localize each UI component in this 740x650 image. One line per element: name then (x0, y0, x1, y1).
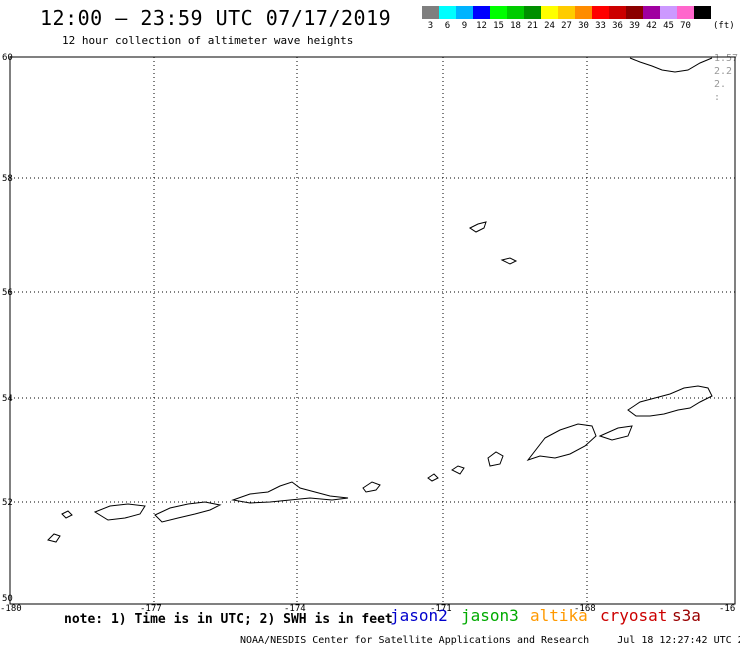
legend-label: 15 (493, 21, 504, 31)
island-shape (500, 257, 518, 265)
mainland-coast (629, 57, 713, 73)
legend-label: 45 (663, 21, 674, 31)
legend-swatch (592, 6, 609, 19)
lon-tick-label: -168 (574, 604, 596, 614)
edge-value: 1.57 (714, 53, 739, 64)
timestamp-text: Jul 18 12:27:42 UTC 2019 (617, 635, 740, 646)
island-shape (469, 221, 487, 233)
legend-label: 9 (461, 21, 468, 31)
legend-swatch (524, 6, 541, 19)
legend-swatch (439, 6, 456, 19)
island-shape (487, 451, 504, 467)
legend-label: 18 (510, 21, 521, 31)
legend-label: 12 (476, 21, 487, 31)
lat-tick-label: 50 (2, 594, 13, 604)
island-shape (47, 533, 61, 543)
island-shape (93, 503, 146, 521)
map-frame (9, 56, 736, 605)
lon-tick-label: -174 (284, 604, 306, 614)
island-shape (154, 501, 222, 523)
credit-text: NOAA/NESDIS Center for Satellite Applica… (240, 635, 590, 646)
island-shape (627, 385, 713, 417)
satellite-label-cryosat: cryosat (600, 606, 668, 625)
lat-tick-label: 52 (2, 498, 13, 508)
island-shape (598, 425, 633, 441)
legend-label: 39 (629, 21, 640, 31)
legend-swatch (558, 6, 575, 19)
lon-tick-label: -177 (140, 604, 162, 614)
island-shape (362, 481, 381, 493)
edge-value: : (714, 92, 721, 103)
legend-swatch (643, 6, 660, 19)
island-shape (61, 510, 73, 519)
legend-label: 24 (544, 21, 555, 31)
coastline (47, 57, 713, 543)
graticule (10, 57, 735, 604)
legend-swatch (456, 6, 473, 19)
legend-swatch (575, 6, 592, 19)
legend-label: 36 (612, 21, 623, 31)
island-shape (451, 465, 465, 475)
legend-label: 42 (646, 21, 657, 31)
legend-label: 33 (595, 21, 606, 31)
lat-tick-label: 54 (2, 394, 13, 404)
satellite-label-jason3: jason3 (461, 606, 519, 625)
lon-tick-label: -16 (719, 604, 735, 614)
legend-swatch (626, 6, 643, 19)
lon-tick-label: -180 (0, 604, 22, 614)
edge-value: 2.2 (714, 66, 733, 77)
legend-swatch (694, 6, 711, 19)
legend-swatch (422, 6, 439, 19)
legend-label: 6 (444, 21, 451, 31)
note-text: note: 1) Time is in UTC; 2) SWH is in fe… (64, 612, 393, 627)
legend-swatch (541, 6, 558, 19)
legend-swatch (490, 6, 507, 19)
lat-tick-label: 58 (2, 174, 13, 184)
satellite-label-jason2: jason2 (390, 606, 448, 625)
island-shape (526, 423, 597, 461)
legend-swatch (609, 6, 626, 19)
legend-label: 27 (561, 21, 572, 31)
legend-label: 30 (578, 21, 589, 31)
legend-swatch (677, 6, 694, 19)
satellite-label-s3a: s3a (672, 606, 701, 625)
lat-tick-label: 56 (2, 288, 13, 298)
legend-label: 21 (527, 21, 538, 31)
color-legend-labels: 3 6 9 12 15 18 21 24 27 30 33 36 39 42 45 70 (ft) (422, 21, 735, 31)
edge-values: 1.57 2.2 2. : (714, 52, 738, 104)
legend-swatch (473, 6, 490, 19)
legend-label: 3 (427, 21, 434, 31)
color-legend-bar (422, 6, 711, 19)
lat-tick-label: 60 (2, 53, 13, 63)
island-shape (231, 481, 349, 504)
legend-swatch (660, 6, 677, 19)
island-shape (427, 473, 439, 482)
legend-label: 70 (680, 21, 691, 31)
page-subtitle: 12 hour collection of altimeter wave hei… (62, 34, 354, 47)
edge-value: 2. (714, 79, 727, 90)
lon-tick-label: -171 (430, 604, 452, 614)
legend-unit: (ft) (713, 21, 735, 31)
page-title: 12:00 – 23:59 UTC 07/17/2019 (40, 6, 392, 30)
legend-swatch (507, 6, 524, 19)
satellite-label-altika: altika (530, 606, 588, 625)
footer-credit-line: NOAA/NESDIS Center for Satellite Applica… (240, 635, 740, 646)
